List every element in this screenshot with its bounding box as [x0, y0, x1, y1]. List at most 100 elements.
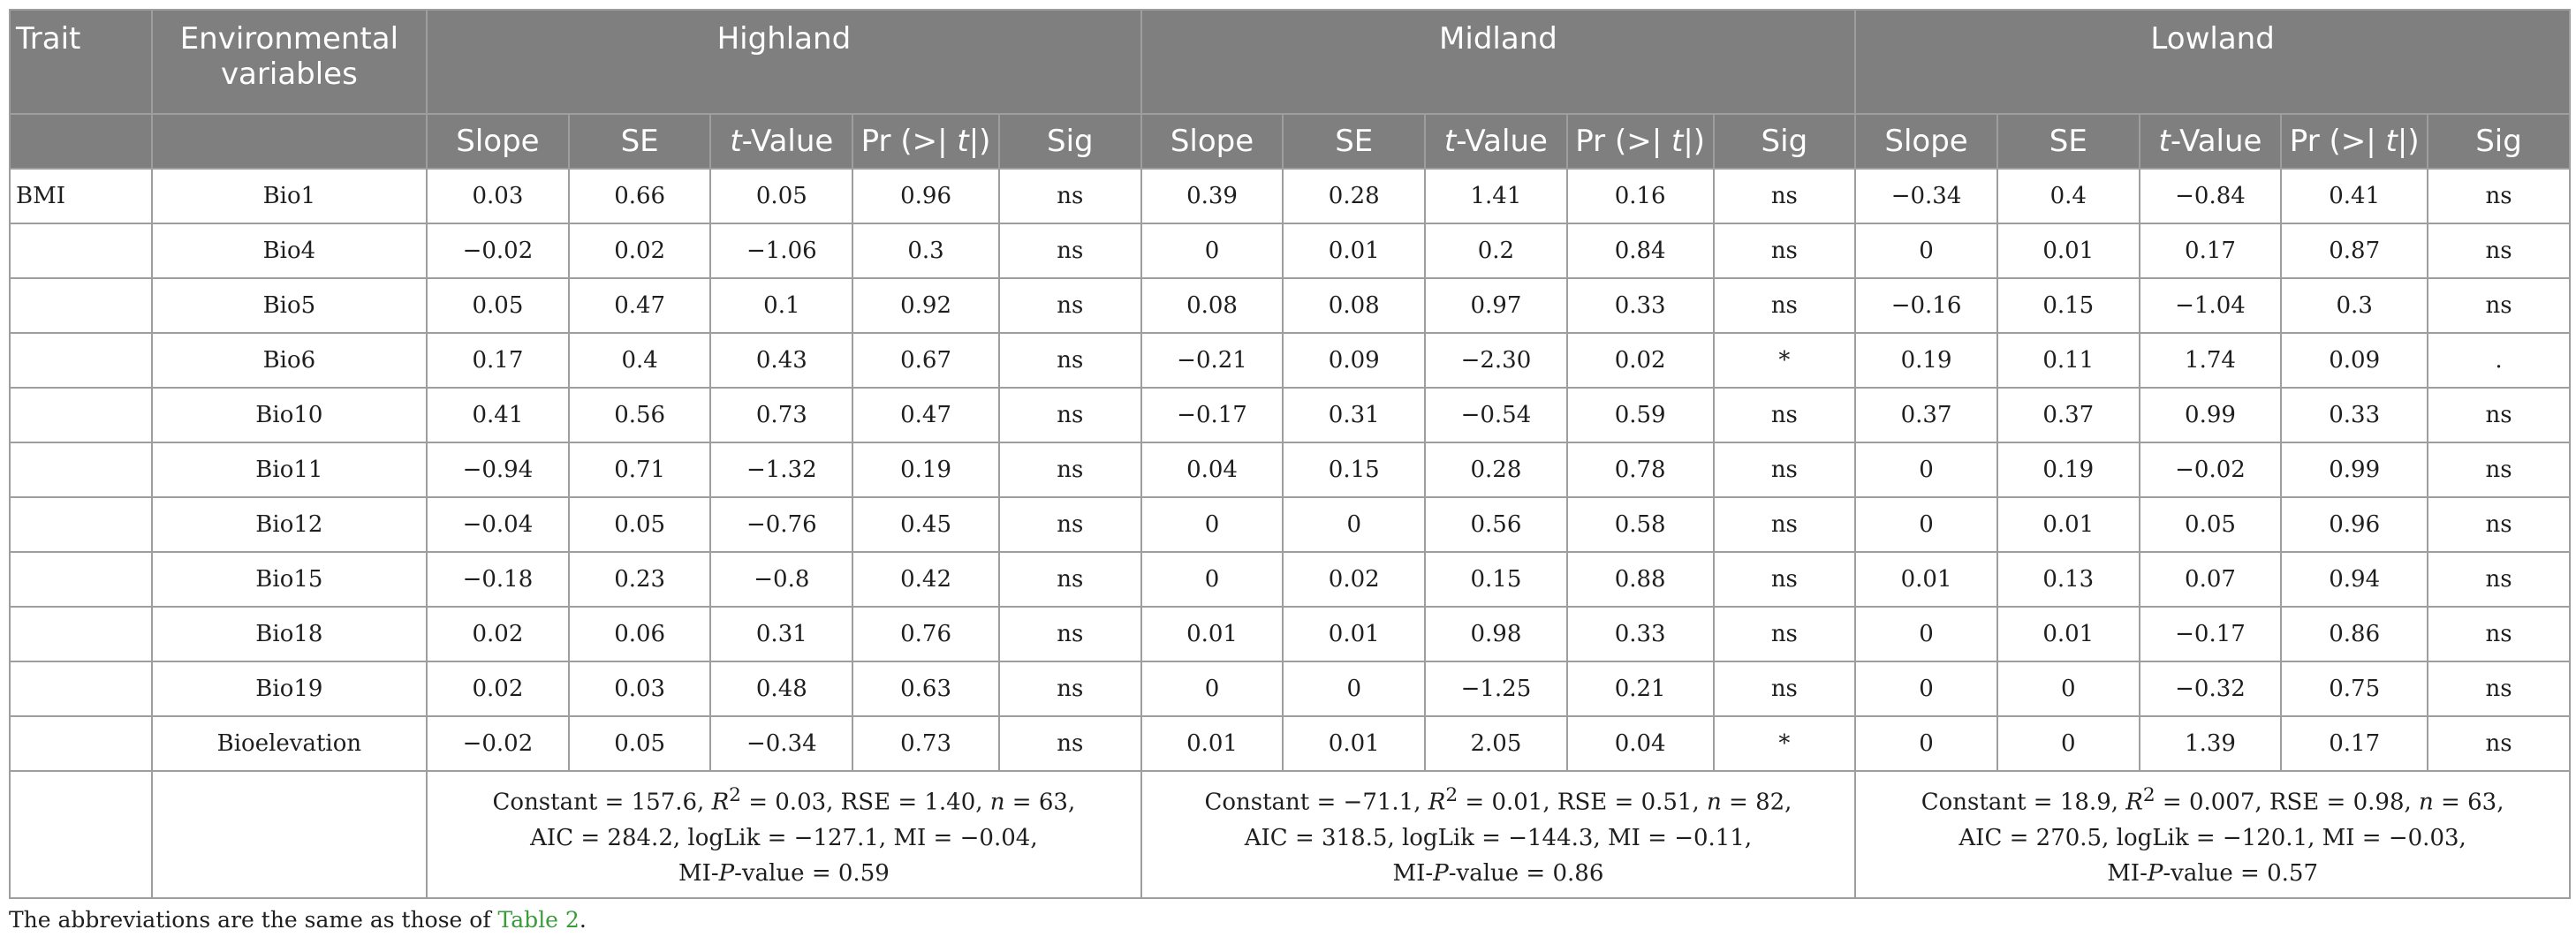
value-cell: 0 [1854, 442, 1998, 498]
value-cell: ns [1712, 496, 1857, 553]
trait-cell [9, 496, 153, 553]
r2-superscript: 2 [2142, 784, 2156, 807]
value-cell: −1.04 [2138, 277, 2283, 334]
value-cell: 0.66 [567, 168, 712, 224]
value-cell: −0.84 [2138, 168, 2283, 224]
trait-cell [9, 551, 153, 608]
trait-cell [9, 715, 153, 772]
p-symbol: P [718, 859, 735, 887]
table-row: Bio12 −0.04 0.05 −0.76 0.45 ns 0 0 0.56 0.58 ns 0 0.… [9, 496, 2571, 553]
value-cell: 0 [1854, 606, 1998, 662]
env-variable-cell: Bio6 [150, 332, 428, 389]
env-variable-cell: Bio4 [150, 223, 428, 279]
value-cell: 0.73 [852, 715, 1000, 772]
stat-n: 63 [1038, 789, 1068, 816]
value-cell: 0 [1140, 661, 1284, 717]
value-cell: 1.41 [1424, 168, 1568, 224]
stat-constant: 18.9 [2059, 789, 2111, 816]
value-cell: 0.45 [852, 496, 1000, 553]
trait-cell [9, 332, 153, 389]
value-cell: 0.11 [1996, 332, 2140, 389]
value-cell: 0.09 [1282, 332, 1427, 389]
header-pr: Pr (>| t|) [2280, 113, 2429, 170]
footnote-end: . [579, 907, 587, 933]
value-cell: 0.02 [1565, 332, 1715, 389]
stat-mi-p: 0.59 [837, 859, 890, 887]
value-cell: 0.37 [1854, 387, 1998, 443]
value-cell: 0.58 [1565, 496, 1715, 553]
value-cell: 0.23 [567, 551, 712, 608]
header-slope: Slope [1854, 113, 1998, 170]
value-cell: −0.94 [426, 442, 570, 498]
value-cell: 0.96 [852, 168, 1000, 224]
stats-line-2: AIC = 270.5, logLik = −120.1, MI = −0.03… [1959, 824, 2466, 851]
value-cell: ns [997, 551, 1142, 608]
stat-mi-p: 0.86 [1552, 859, 1604, 887]
table-row: Bio5 0.05 0.47 0.1 0.92 ns 0.08 0.08 0.97 0.33 ns −… [9, 277, 2571, 334]
value-cell: 0.37 [1996, 387, 2140, 443]
value-cell: ns [997, 387, 1142, 443]
table-row: Bio11 −0.94 0.71 −1.32 0.19 ns 0.04 0.15 0.28 0.7… [9, 442, 2571, 498]
value-cell: 0.94 [2280, 551, 2429, 608]
stats-line-2: AIC = 318.5, logLik = −144.3, MI = −0.11… [1244, 824, 1753, 851]
value-cell: ns [2427, 551, 2571, 608]
stat-mi: −0.03 [2388, 824, 2459, 851]
value-cell: ns [1712, 387, 1857, 443]
table-row: Bio18 0.02 0.06 0.31 0.76 ns 0.01 0.01 0.98 0.33 n… [9, 606, 2571, 662]
value-cell: 0.02 [426, 661, 570, 717]
env-variable-cell: Bio19 [150, 661, 428, 717]
value-cell: 0.67 [852, 332, 1000, 389]
trait-cell [9, 661, 153, 717]
value-cell: 0.33 [2280, 387, 2429, 443]
r2-superscript: 2 [1445, 784, 1458, 807]
value-cell: 0.98 [1424, 606, 1568, 662]
value-cell: ns [997, 715, 1142, 772]
table-row: Bio4 −0.02 0.02 −1.06 0.3 ns 0 0.01 0.2 0.84 ns 0 0.… [9, 223, 2571, 279]
stat-loglik: −120.1 [2222, 824, 2308, 851]
value-cell: 0.05 [709, 168, 854, 224]
value-cell: 0.48 [709, 661, 854, 717]
value-cell: 0 [1140, 223, 1284, 279]
stats-line-3: MI-P-value = 0.86 [1392, 859, 1604, 887]
value-cell: 0 [1854, 661, 1998, 717]
value-cell: 0.03 [567, 661, 712, 717]
header-slope: Slope [426, 113, 570, 170]
value-cell: 0.05 [426, 277, 570, 334]
stat-aic: 284.2 [607, 824, 673, 851]
header-group-lowland: Lowland [1854, 9, 2571, 115]
value-cell: 0.41 [426, 387, 570, 443]
value-cell: 0.99 [2138, 387, 2283, 443]
t-symbol: t [2158, 124, 2171, 159]
value-cell: −0.21 [1140, 332, 1284, 389]
stat-loglik: −144.3 [1508, 824, 1594, 851]
stat-constant: 157.6 [631, 789, 698, 816]
stats-line-1: Constant = 18.9, R2 = 0.007, RSE = 0.98,… [1921, 784, 2504, 816]
stat-r2: 0.03 [775, 789, 827, 816]
stat-rse: 0.51 [1640, 789, 1693, 816]
env-variable-cell: Bioelevation [150, 715, 428, 772]
value-cell: 0.01 [1282, 606, 1427, 662]
value-cell: ns [2427, 387, 2571, 443]
stat-aic: 270.5 [2035, 824, 2102, 851]
table-2-link[interactable]: Table 2 [497, 907, 580, 933]
value-cell: 0.19 [852, 442, 1000, 498]
value-cell: ns [997, 661, 1142, 717]
value-cell: −0.34 [709, 715, 854, 772]
value-cell: 0.1 [709, 277, 854, 334]
value-cell: 0.56 [1424, 496, 1568, 553]
value-cell: 1.39 [2138, 715, 2283, 772]
value-cell: ns [997, 496, 1142, 553]
value-cell: . [2427, 332, 2571, 389]
value-cell: 0.76 [852, 606, 1000, 662]
value-cell: ns [997, 277, 1142, 334]
value-cell: ns [2427, 223, 2571, 279]
table-footnote: The abbreviations are the same as those … [9, 907, 587, 933]
value-cell: 0.84 [1565, 223, 1715, 279]
table-row: Bio6 0.17 0.4 0.43 0.67 ns −0.21 0.09 −2.30 0.02 *… [9, 332, 2571, 389]
value-cell: −0.8 [709, 551, 854, 608]
env-variable-cell: Bio18 [150, 606, 428, 662]
value-cell: 0.17 [426, 332, 570, 389]
n-symbol: n [989, 789, 1005, 816]
t-symbol: t [957, 124, 969, 159]
r2-symbol: R [711, 789, 730, 816]
